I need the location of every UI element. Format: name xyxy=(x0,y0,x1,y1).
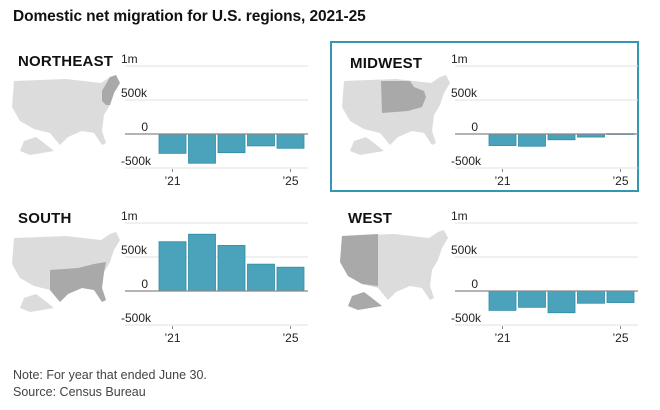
map-region-highlight xyxy=(102,75,120,105)
x-tick-label: ’25 xyxy=(282,174,298,188)
y-tick-label: 1m xyxy=(121,209,138,223)
y-tick-label: 0 xyxy=(141,120,148,134)
x-tick-label: ’25 xyxy=(612,331,628,345)
y-tick-label: 500k xyxy=(451,243,478,257)
us-map-west xyxy=(340,230,448,310)
bar-2024 xyxy=(247,133,275,147)
y-tick-label: 500k xyxy=(121,243,148,257)
us-map-midwest xyxy=(342,75,450,155)
y-tick-label: 1m xyxy=(451,209,468,223)
us-map-south xyxy=(12,232,120,312)
panel-south: SOUTH 1m 500k 0 -500k ’21 ’25 xyxy=(0,198,309,349)
bar-2021 xyxy=(158,241,187,292)
bar-2022 xyxy=(188,133,216,164)
y-tick-label: 0 xyxy=(141,277,148,291)
y-tick-label: -500k xyxy=(451,154,482,168)
map-region-base xyxy=(350,137,384,155)
us-map-northeast xyxy=(12,75,120,155)
bar-chart-south: 1m 500k 0 -500k ’21 ’25 xyxy=(121,209,308,345)
bar-chart-west: 1m 500k 0 -500k ’21 ’25 xyxy=(451,209,638,345)
y-tick-label: 1m xyxy=(451,52,468,66)
bar-2022 xyxy=(518,133,546,147)
x-tick-label: ’25 xyxy=(282,331,298,345)
bar-2023 xyxy=(547,290,576,314)
map-region-base xyxy=(20,137,54,155)
map-region-base xyxy=(20,294,54,312)
map-region-highlight xyxy=(50,262,106,302)
bar-chart-midwest: 1m 500k 0 -500k ’21 ’25 xyxy=(451,52,638,188)
map-region-highlight xyxy=(381,81,426,113)
y-tick-label: -500k xyxy=(121,311,152,325)
note-text: Note: For year that ended June 30. xyxy=(13,368,207,382)
chart-title: Domestic net migration for U.S. regions,… xyxy=(13,8,366,25)
panel-west: WEST 1m 500k 0 -500k ’21 ’25 xyxy=(330,198,639,349)
region-name: NORTHEAST xyxy=(18,53,114,70)
y-tick-label: -500k xyxy=(121,154,152,168)
map-region-base xyxy=(12,75,120,145)
bar-2025 xyxy=(276,266,305,292)
x-tick-label: ’25 xyxy=(612,174,628,188)
y-tick-label: 0 xyxy=(471,120,478,134)
bar-2024 xyxy=(247,263,275,292)
bar-2022 xyxy=(518,290,546,308)
x-tick-label: ’21 xyxy=(164,174,180,188)
y-tick-label: -500k xyxy=(451,311,482,325)
bar-2023 xyxy=(217,133,246,154)
x-tick-label: ’21 xyxy=(494,331,510,345)
footnote: Note: For year that ended June 30. Sourc… xyxy=(13,367,207,401)
map-region-highlight xyxy=(340,234,378,286)
bar-2021 xyxy=(488,133,517,146)
y-tick-label: 0 xyxy=(471,277,478,291)
bar-2024 xyxy=(577,290,605,304)
x-tick-label: ’21 xyxy=(494,174,510,188)
bar-2025 xyxy=(606,290,635,303)
region-name: MIDWEST xyxy=(350,55,423,72)
y-tick-label: 500k xyxy=(451,86,478,100)
panel-midwest[interactable]: MIDWEST 1m 500k 0 -500k ’21 ’25 xyxy=(330,41,639,192)
region-name: WEST xyxy=(348,210,393,227)
bar-2025 xyxy=(276,133,305,149)
bar-2022 xyxy=(188,233,216,292)
bar-2023 xyxy=(217,245,246,292)
x-tick-label: ’21 xyxy=(164,331,180,345)
y-tick-label: 1m xyxy=(121,52,138,66)
region-name: SOUTH xyxy=(18,210,72,227)
source-text: Source: Census Bureau xyxy=(13,385,146,399)
panel-northeast: NORTHEAST 1m 500k 0 -500k ’21 ’25 xyxy=(0,41,309,192)
bar-2021 xyxy=(488,290,517,311)
map-region-highlight xyxy=(348,292,382,310)
bar-2021 xyxy=(158,133,187,154)
bar-chart-northeast: 1m 500k 0 -500k ’21 ’25 xyxy=(121,52,308,188)
bar-2023 xyxy=(547,133,576,141)
y-tick-label: 500k xyxy=(121,86,148,100)
